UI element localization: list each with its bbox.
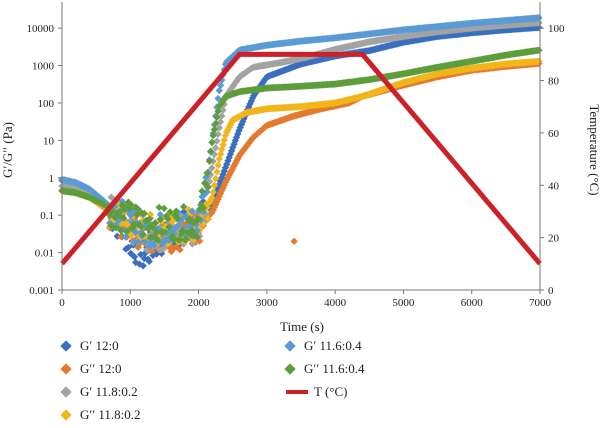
data-point: [145, 257, 153, 266]
data-point: [535, 57, 543, 66]
x-tick-label: 7000: [529, 297, 552, 309]
x-axis-title: Time (s): [280, 319, 324, 334]
y-right-tick-label: 60: [548, 128, 560, 140]
data-point: [155, 203, 163, 212]
data-point: [164, 215, 172, 223]
data-point: [188, 207, 196, 215]
data-point: [156, 210, 164, 219]
data-point: [193, 233, 201, 241]
y-left-tick-label: 10000: [27, 23, 55, 35]
y-left-tick-label: 0.01: [35, 248, 54, 260]
data-point: [156, 215, 165, 224]
data-point: [176, 246, 184, 254]
data-point: [210, 181, 219, 190]
y-right-tick-label: 20: [548, 233, 560, 245]
data-point: [117, 232, 125, 241]
x-tick-label: 4000: [324, 297, 347, 309]
y-right-tick-label: 40: [548, 180, 560, 192]
axes: 0 1000 2000 3000 4000 5000 6000 70000.0010.010.…: [27, 2, 565, 309]
x-tick-label: 3000: [256, 297, 279, 309]
data-point: [214, 107, 222, 115]
data-point: [204, 183, 212, 191]
y-left-tick-label: 10: [43, 135, 55, 147]
data-point: [123, 227, 131, 236]
outlier-point: [290, 237, 298, 245]
series-layer: [58, 14, 543, 270]
data-point: [208, 138, 216, 147]
data-point: [166, 208, 174, 216]
data-point: [145, 215, 153, 223]
data-point: [211, 174, 220, 183]
data-point: [199, 204, 208, 212]
x-tick-label: 0: [59, 297, 65, 309]
data-point: [112, 224, 120, 232]
temperature-line: [60, 51, 542, 266]
data-point: [213, 113, 221, 122]
data-point: [203, 188, 211, 196]
data-point: [139, 230, 147, 239]
series-6: [60, 51, 542, 266]
x-tick-label: 5000: [392, 297, 415, 309]
data-point: [139, 262, 147, 270]
series-5: [58, 46, 543, 244]
y-right-tick-label: 80: [548, 76, 560, 88]
data-point: [117, 226, 125, 235]
y-left-tick-label: 0.001: [29, 285, 54, 297]
data-point: [134, 238, 142, 246]
y-right-axis-title: Temperature (°C): [587, 104, 600, 195]
y-right-tick-label: 0: [548, 285, 554, 297]
y-right-tick-label: 100: [548, 23, 565, 35]
data-point: [141, 238, 150, 246]
data-point: [213, 168, 221, 176]
data-point: [122, 232, 130, 241]
y-left-tick-label: 0.1: [40, 210, 54, 222]
y-left-tick-label: 100: [38, 98, 55, 110]
data-point: [130, 220, 139, 228]
series-4: [58, 14, 543, 251]
y-left-tick-label: 1: [49, 173, 55, 185]
x-tick-label: 1000: [119, 297, 142, 309]
data-point: [208, 194, 216, 202]
data-point: [132, 228, 140, 237]
data-point: [140, 209, 149, 218]
y-left-tick-label: 1000: [32, 61, 55, 73]
data-point: [215, 86, 223, 95]
data-point: [160, 244, 168, 252]
y-left-axis-title: G′/G′′ (Pa): [0, 122, 15, 178]
x-tick-label: 2000: [188, 297, 211, 309]
data-point: [203, 169, 211, 177]
x-tick-label: 6000: [461, 297, 484, 309]
data-point: [186, 215, 194, 223]
data-point: [160, 204, 168, 213]
data-point: [154, 236, 162, 244]
